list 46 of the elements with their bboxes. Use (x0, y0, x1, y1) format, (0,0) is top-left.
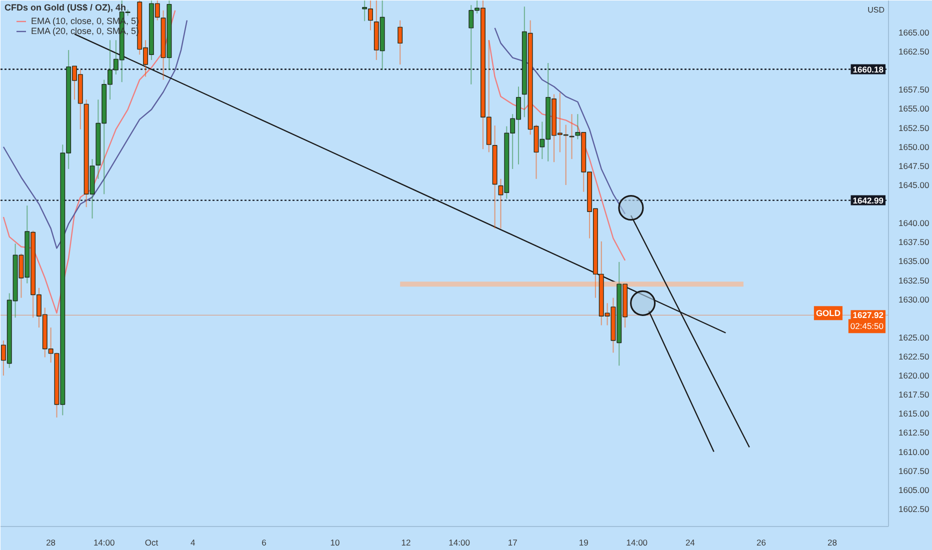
y-tick-label: 1630.00 (898, 294, 930, 304)
y-tick-label: 1615.00 (898, 408, 930, 419)
ref-line-label: 1660.18 (852, 64, 884, 74)
ref-line-label: 1627.92 (852, 310, 884, 320)
y-tick-label: 1605.00 (898, 484, 930, 495)
y-tick-label: 1665.00 (898, 28, 930, 38)
y-tick-label: 1610.00 (898, 446, 930, 457)
x-tick-label: Oct (144, 538, 159, 548)
x-tick-label: 14:00 (448, 538, 470, 548)
x-tick-label: 28 (46, 538, 56, 548)
y-tick-label: 1640.00 (898, 218, 930, 228)
x-tick-label: 14:00 (626, 538, 648, 548)
y-tick-label: 1662.50 (898, 46, 930, 57)
line-series (2, 20, 188, 249)
y-tick-label: 1632.50 (898, 275, 930, 286)
x-tick-label: 12 (401, 538, 412, 548)
chart-title: CFDs on Gold (US$ / OZ), 4h (4, 2, 126, 12)
y-tick-label: 1637.50 (898, 237, 930, 248)
x-tick-label: 14:00 (93, 538, 116, 548)
y-tick-label: 1652.50 (898, 122, 930, 133)
x-tick-label: 26 (756, 538, 766, 548)
x-tick-label: 10 (330, 538, 340, 548)
x-tick-label: 24 (685, 538, 696, 548)
y-tick-label: 1655.00 (898, 104, 930, 114)
y-tick-label: 1647.50 (898, 160, 930, 171)
x-tick-label: 17 (508, 538, 518, 548)
x-tick-label: 19 (578, 538, 589, 548)
y-tick-label: 1650.00 (898, 142, 930, 152)
line-series (488, 40, 626, 262)
annotation: GOLD (816, 308, 841, 318)
y-tick-label: 1620.00 (898, 370, 930, 381)
x-tick-label: 6 (262, 538, 267, 548)
x-tick-label: 4 (190, 538, 196, 548)
y-tick-label: 1607.50 (898, 466, 930, 476)
y-tick-label: 1612.50 (898, 428, 930, 438)
y-tick-label: 1657.50 (898, 84, 930, 95)
y-axis-title: USD (868, 6, 885, 14)
y-tick-label: 1602.50 (898, 504, 930, 514)
y-tick-label: 1635.00 (898, 256, 930, 266)
y-tick-label: 1625.00 (898, 332, 930, 342)
x-tick-label: 28 (828, 538, 838, 548)
y-tick-label: 1617.50 (898, 390, 930, 400)
annotation: 02:45:50 (850, 321, 884, 332)
y-tick-label: 1622.50 (898, 352, 930, 362)
y-tick-label: 1645.00 (898, 180, 930, 190)
ref-line-label: 1642.99 (852, 195, 884, 206)
